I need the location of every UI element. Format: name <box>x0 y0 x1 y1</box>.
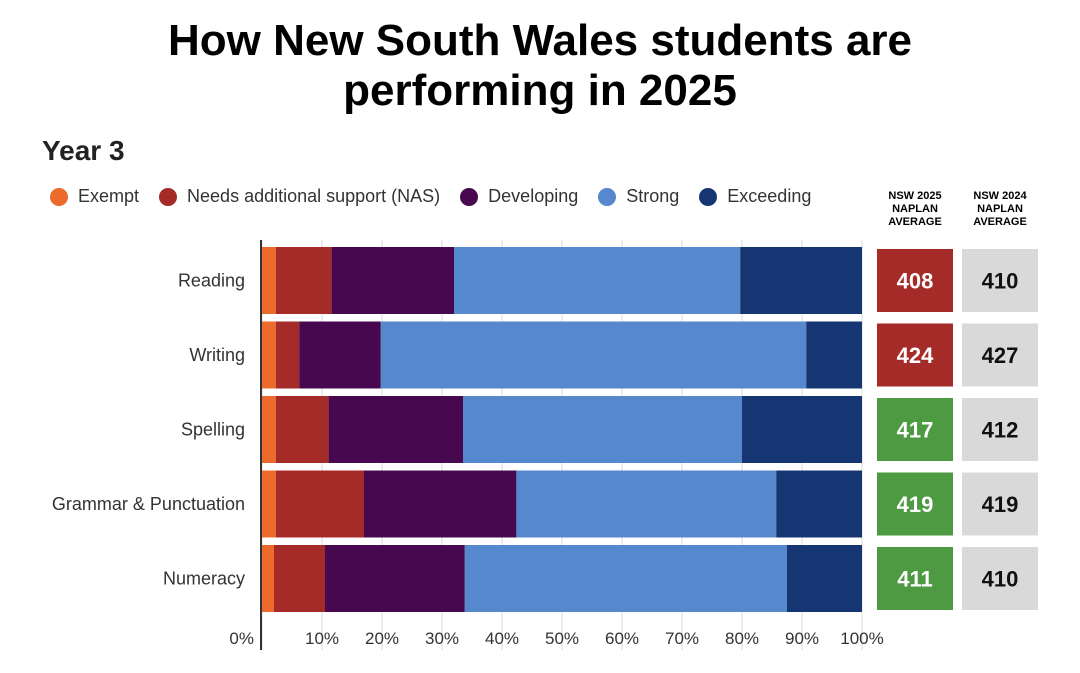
bar-segment-exempt <box>262 247 276 314</box>
naplan-2024-average-value: 412 <box>982 418 1019 443</box>
column-header-2024-line-3: AVERAGE <box>973 216 1027 228</box>
bar-segment-exempt <box>262 321 276 389</box>
x-tick-label: 10% <box>305 629 339 648</box>
chart-title: How New South Wales students are perform… <box>0 16 1080 116</box>
x-tick-label: 70% <box>665 629 699 648</box>
bar-segment-exempt <box>262 545 274 612</box>
naplan-2025-average-value: 419 <box>897 492 934 517</box>
bar-segment-strong <box>516 470 777 538</box>
naplan-2025-average-value: 424 <box>897 343 934 368</box>
naplan-2025-average-value: 411 <box>897 567 933 592</box>
legend-item-exempt: Exempt <box>50 186 139 207</box>
x-tick-label: 50% <box>545 629 579 648</box>
bar-segment-exempt <box>262 396 276 463</box>
naplan-2025-average-box <box>877 398 953 461</box>
bar-segment-strong <box>464 545 787 612</box>
legend-swatch-exceeding <box>699 187 718 206</box>
bar-segment-strong <box>380 321 807 389</box>
x-tick-label: 100% <box>840 629 883 648</box>
legend-swatch-nas <box>159 187 178 206</box>
category-label: Reading <box>178 271 245 291</box>
x-tick-label: 0% <box>229 629 254 648</box>
legend-swatch-strong <box>598 187 617 206</box>
chart-title-line-1: How New South Wales students are <box>167 16 913 65</box>
naplan-2024-average-box <box>962 472 1038 536</box>
naplan-2024-average-value: 410 <box>982 567 1019 592</box>
naplan-2025-average-value: 408 <box>897 269 934 294</box>
category-label: Spelling <box>181 420 245 440</box>
chart-title-line-2: performing in 2025 <box>343 66 737 115</box>
naplan-2024-average-box <box>962 249 1038 312</box>
naplan-2025-average-box <box>877 323 953 387</box>
bar-segment-exceeding <box>787 545 862 612</box>
legend-label-strong: Strong <box>626 186 680 206</box>
naplan-2024-average-box <box>962 398 1038 461</box>
category-label: Grammar & Punctuation <box>52 494 245 514</box>
column-header-2024: NSW 2024 NAPLAN AVERAGE <box>960 190 1040 229</box>
bar-segment-strong <box>463 396 742 463</box>
legend-item-developing: Developing <box>460 186 578 207</box>
naplan-2025-average-value: 417 <box>897 418 934 443</box>
legend: Exempt Needs additional support (NAS) De… <box>50 186 831 207</box>
naplan-2024-average-value: 410 <box>982 269 1019 294</box>
bar-segment-developing <box>325 545 465 612</box>
bar-segment-developing <box>299 321 381 389</box>
x-tick-label: 30% <box>425 629 459 648</box>
category-label: Writing <box>189 345 245 365</box>
x-tick-label: 40% <box>485 629 519 648</box>
naplan-2025-average-box <box>877 547 953 610</box>
x-tick-label: 60% <box>605 629 639 648</box>
bar-segment-developing <box>328 396 463 463</box>
bar-segment-nas <box>275 396 329 463</box>
legend-swatch-exempt <box>50 187 68 206</box>
column-header-2025-line-3: AVERAGE <box>888 216 942 228</box>
column-header-2025: NSW 2025 NAPLAN AVERAGE <box>875 190 955 229</box>
legend-label-nas: Needs additional support (NAS) <box>187 186 441 206</box>
bar-segment-developing <box>364 470 517 538</box>
legend-item-nas: Needs additional support (NAS) <box>159 186 440 207</box>
bar-segment-nas <box>274 545 325 612</box>
naplan-2024-average-value: 427 <box>982 343 1019 368</box>
x-tick-label: 20% <box>365 629 399 648</box>
bar-segment-exceeding <box>806 321 862 389</box>
bar-segment-nas <box>275 321 300 389</box>
naplan-2024-average-box <box>962 547 1038 610</box>
naplan-2025-average-box <box>877 249 953 312</box>
x-tick-label: 80% <box>725 629 759 648</box>
legend-label-developing: Developing <box>488 186 579 206</box>
legend-label-exceeding: Exceeding <box>727 186 812 206</box>
naplan-2024-average-box <box>962 323 1038 387</box>
column-header-2024-line-2: NAPLAN <box>977 203 1023 215</box>
bar-segment-nas <box>275 470 364 538</box>
legend-item-exceeding: Exceeding <box>699 186 811 207</box>
bar-segment-developing <box>331 247 454 314</box>
bar-segment-exceeding <box>776 470 862 538</box>
legend-label-exempt: Exempt <box>78 186 140 206</box>
bar-segment-exempt <box>262 470 276 538</box>
legend-swatch-developing <box>460 187 479 206</box>
bar-segment-exceeding <box>740 247 862 314</box>
category-label: Numeracy <box>163 569 245 589</box>
bar-segment-strong <box>454 247 741 314</box>
column-header-2024-line-1: NSW 2024 <box>973 190 1027 202</box>
column-header-2025-line-2: NAPLAN <box>892 203 938 215</box>
bar-segment-exceeding <box>742 396 862 463</box>
bar-segment-nas <box>275 247 332 314</box>
column-header-2025-line-1: NSW 2025 <box>888 190 942 202</box>
chart-subtitle: Year 3 <box>42 135 125 166</box>
naplan-2025-average-box <box>877 472 953 536</box>
naplan-2024-average-value: 419 <box>982 492 1019 517</box>
x-tick-label: 90% <box>785 629 819 648</box>
legend-item-strong: Strong <box>598 186 679 207</box>
